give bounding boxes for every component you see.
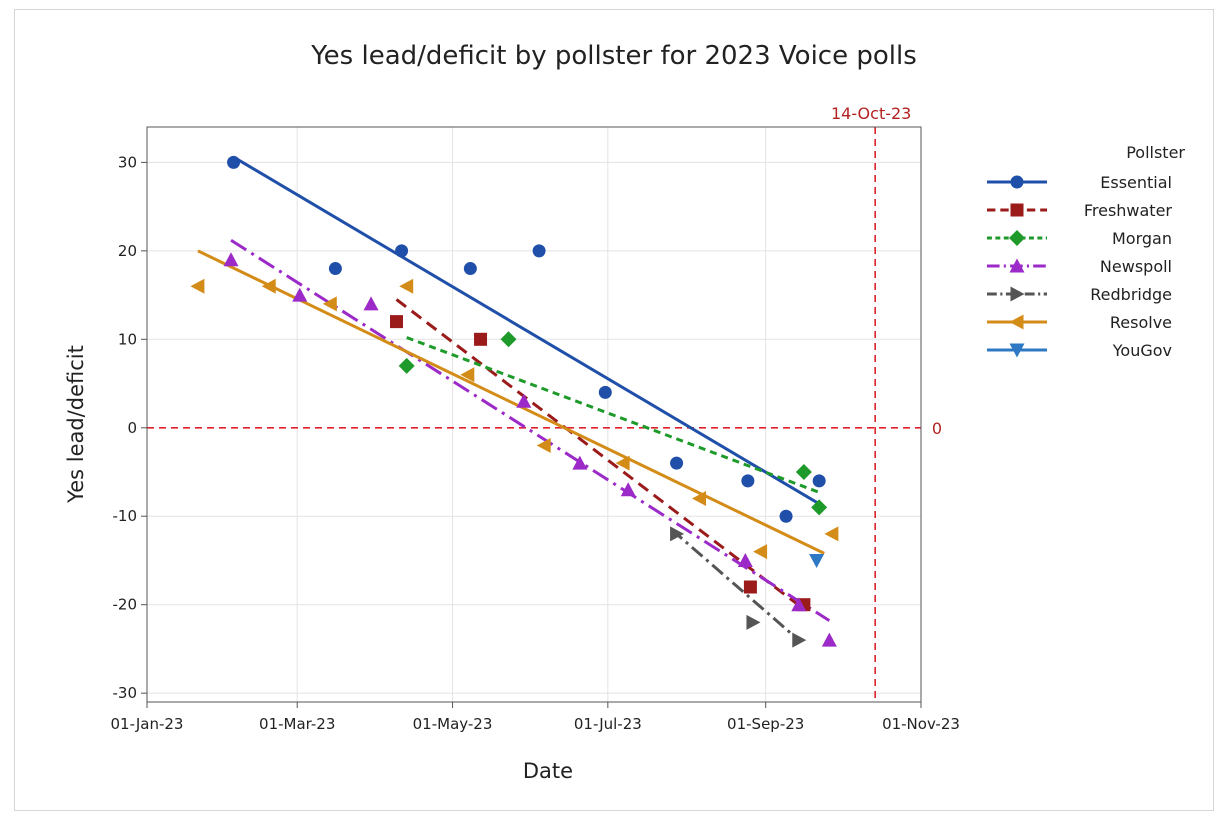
point-redbridge (746, 614, 761, 630)
point-essential (532, 244, 546, 258)
reference-lines: 14-Oct-23 0 (147, 104, 942, 702)
y-tick-label: -10 (113, 507, 138, 525)
point-resolve (691, 491, 706, 507)
x-tick-label: 01-Mar-23 (259, 715, 335, 733)
x-axis-label: Date (523, 759, 573, 783)
chart-canvas: Yes lead/deficit by pollster for 2023 Vo… (64, 41, 1185, 783)
legend-label-essential: Essential (1100, 173, 1172, 192)
point-resolve (190, 278, 205, 294)
trend-line-redbridge (670, 528, 800, 642)
point-freshwater (743, 580, 757, 594)
point-newspoll (791, 597, 807, 612)
point-freshwater (390, 315, 404, 329)
point-essential (598, 385, 612, 399)
trend-lines (197, 155, 831, 642)
legend-label-yougov: YouGov (1112, 341, 1172, 360)
point-resolve (261, 278, 276, 294)
trend-line-freshwater (395, 298, 805, 611)
chart-title: Yes lead/deficit by pollster for 2023 Vo… (310, 41, 917, 71)
legend-label-redbridge: Redbridge (1090, 285, 1172, 304)
legend: Pollster Essential Freshwater Morgan Newspol… (987, 143, 1185, 360)
point-resolve (460, 367, 475, 383)
y-axis-ticks: 30 20 10 0 -10 -20 -30 (113, 153, 147, 702)
point-newspoll (516, 393, 532, 408)
x-tick-label: 01-Jul-23 (574, 715, 642, 733)
point-resolve (615, 455, 630, 471)
reference-label-horizontal: 0 (932, 419, 942, 438)
point-yougov (809, 553, 825, 568)
point-morgan (795, 464, 812, 480)
x-tick-label: 01-Sep-23 (727, 715, 804, 733)
point-resolve (753, 544, 768, 560)
point-essential (227, 155, 241, 169)
plot-border (146, 126, 922, 703)
y-tick-label: 20 (118, 242, 137, 260)
point-resolve (322, 296, 337, 312)
point-redbridge (792, 632, 807, 648)
point-essential (812, 474, 826, 488)
x-axis-ticks: 01-Jan-23 01-Mar-23 01-May-23 01-Jul-23 01-S… (111, 702, 960, 733)
legend-label-morgan: Morgan (1112, 229, 1172, 248)
reference-label-vertical: 14-Oct-23 (831, 104, 911, 123)
point-essential (463, 262, 477, 276)
legend-marker-redbridge (1010, 286, 1025, 302)
point-redbridge (670, 526, 685, 542)
point-essential (328, 262, 342, 276)
point-morgan (811, 499, 828, 516)
legend-marker-resolve (1009, 314, 1024, 330)
x-tick-label: 01-Jan-23 (111, 715, 184, 733)
point-resolve (399, 278, 414, 294)
trend-line-resolve (197, 249, 825, 555)
legend-marker-essential (1010, 175, 1024, 189)
point-morgan (398, 357, 415, 374)
data-points (190, 155, 839, 648)
y-axis-label: Yes lead/deficit (64, 345, 88, 504)
point-essential (741, 474, 755, 488)
point-newspoll (363, 296, 379, 311)
legend-title: Pollster (1126, 143, 1185, 162)
trend-line-newspoll (230, 238, 831, 622)
legend-marker-freshwater (1010, 203, 1024, 217)
point-freshwater (474, 332, 488, 346)
point-newspoll (620, 482, 636, 497)
point-essential (779, 509, 793, 523)
point-resolve (824, 526, 839, 542)
point-essential (395, 244, 409, 258)
legend-label-newspoll: Newspoll (1100, 257, 1172, 276)
point-newspoll (737, 552, 753, 567)
y-tick-label: 0 (127, 419, 137, 437)
x-tick-label: 01-Nov-23 (882, 715, 960, 733)
y-tick-label: 10 (118, 330, 137, 348)
chart-frame: Yes lead/deficit by pollster for 2023 Vo… (14, 9, 1214, 811)
trend-line-essential (232, 155, 820, 506)
x-tick-label: 01-May-23 (413, 715, 493, 733)
legend-label-freshwater: Freshwater (1084, 201, 1173, 220)
trend-line-morgan (406, 336, 820, 494)
legend-marker-morgan (1009, 230, 1025, 246)
point-newspoll (572, 455, 588, 470)
point-newspoll (223, 252, 239, 267)
point-essential (670, 456, 684, 470)
point-morgan (500, 331, 517, 348)
point-newspoll (821, 632, 837, 647)
point-newspoll (292, 287, 308, 302)
legend-marker-yougov (1009, 343, 1025, 358)
y-tick-label: 30 (118, 153, 137, 171)
legend-label-resolve: Resolve (1110, 313, 1172, 332)
legend-marker-newspoll (1009, 258, 1025, 273)
y-tick-label: -20 (113, 596, 138, 614)
point-resolve (536, 437, 551, 453)
y-tick-label: -30 (113, 684, 138, 702)
